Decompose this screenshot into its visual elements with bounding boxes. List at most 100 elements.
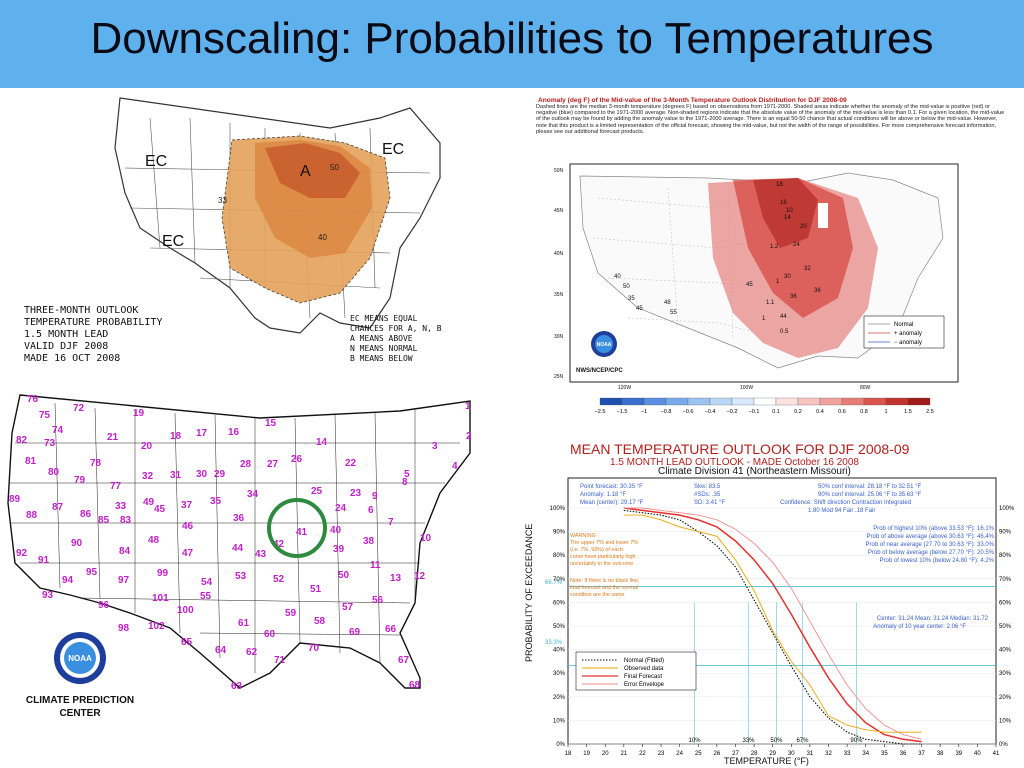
ec-label-2: EC	[162, 233, 184, 250]
legend-final: Final Forecast	[624, 674, 662, 680]
above-label: A	[300, 163, 311, 180]
x-tick: 18	[565, 751, 572, 757]
anomaly-contour-label: 16	[780, 200, 787, 206]
division-35: 35	[210, 496, 222, 507]
colorbar-tick: 2.5	[926, 409, 934, 415]
anomaly-title: Anomaly (deg F) of the Mid-value of the …	[538, 97, 847, 104]
division-28: 28	[240, 459, 252, 470]
division-41: 41	[296, 527, 308, 538]
anomaly-map: Anomaly (deg F) of the Mid-value of the …	[518, 88, 1024, 420]
colorbar-swatch	[665, 397, 689, 406]
anomaly-credit: NWS/NCEP/CPC	[576, 368, 623, 374]
division-38: 38	[363, 536, 375, 547]
prob-above: Prob of above average (above 30.63 °F): …	[867, 534, 995, 540]
prob-lowest: Prob of lowest 10% (below 24.80 °F): 4.2…	[880, 558, 995, 564]
division-91: 91	[38, 555, 50, 566]
division-74: 74	[52, 425, 64, 436]
colorbar-tick: −0.2	[727, 409, 738, 415]
anomaly-contour-label: 30	[784, 274, 791, 280]
anomaly-contour-label: 45	[746, 282, 753, 288]
stat-anomaly: Anomaly: 1.18 °F	[580, 492, 626, 498]
side-mark-33: 33.3%	[545, 640, 563, 646]
division-56: 56	[372, 595, 384, 606]
prob-legend-line-2: TEMPERATURE PROBABILITY	[24, 317, 162, 328]
y-tick-left: 80%	[553, 553, 566, 559]
stat-conf90: 90% conf interval: 25.06 °F to 35.63 °F	[818, 492, 922, 498]
legend-negative: − anomaly	[894, 340, 922, 346]
center-anomaly: Anomaly of 10 year center: 2.06 °F	[873, 624, 966, 630]
division-37: 37	[181, 500, 193, 511]
anomaly-contour-label: 1.2	[770, 244, 779, 250]
ec-label-3: EC	[382, 141, 404, 158]
division-26: 26	[291, 454, 303, 465]
y-tick-left: 30%	[553, 671, 566, 677]
anomaly-contour-label: 1	[776, 279, 780, 285]
division-70: 70	[308, 643, 320, 654]
x-tick: 23	[658, 751, 665, 757]
y-tick-right: 60%	[999, 600, 1012, 606]
division-29: 29	[214, 469, 226, 480]
division-24: 24	[335, 503, 347, 514]
division-55: 55	[200, 591, 212, 602]
division-46: 46	[182, 521, 194, 532]
exceedance-chart: MEAN TEMPERATURE OUTLOOK FOR DJF 2008-09…	[518, 432, 1024, 768]
anomaly-contour-label: 48	[664, 300, 671, 306]
plot-area	[567, 477, 997, 745]
division-98: 98	[118, 623, 130, 634]
y-tick-left: 0%	[556, 742, 565, 748]
division-47: 47	[182, 548, 194, 559]
y-tick-left: 60%	[553, 600, 566, 606]
x-tick: 41	[993, 751, 1000, 757]
cpc-credit-line-1: CLIMATE PREDICTION	[26, 695, 134, 706]
division-93: 93	[42, 590, 54, 601]
x-tick: 22	[639, 751, 646, 757]
x-tick: 31	[807, 751, 814, 757]
note-line-1: Note: If there is no black line,	[570, 578, 640, 584]
slide-title: Downscaling: Probabilities to Temperatur…	[90, 14, 934, 63]
anomaly-legend-box: Normal + anomaly − anomaly	[863, 315, 945, 349]
division-42: 42	[273, 539, 285, 550]
warning-line-1: WARNING	[570, 533, 596, 539]
division-92: 92	[16, 548, 28, 559]
anomaly-contour-label: 36	[790, 294, 797, 300]
division-27: 27	[267, 459, 279, 470]
contour-50: 50	[330, 163, 339, 172]
division-80: 80	[48, 467, 60, 478]
division-72: 72	[73, 403, 85, 414]
division-15: 15	[265, 418, 277, 429]
x-tick: 35	[881, 751, 888, 757]
division-8: 8	[402, 477, 408, 488]
x-tick: 36	[900, 751, 907, 757]
key-line-4: N MEANS NORMAL	[350, 344, 418, 353]
division-100: 100	[177, 605, 194, 616]
series-observed-data	[623, 514, 922, 733]
note-line-2: final forecast and the normal	[570, 585, 638, 591]
division-62: 62	[246, 647, 258, 658]
division-84: 84	[119, 546, 131, 557]
division-82: 82	[16, 435, 28, 446]
colorbar-swatch	[621, 397, 645, 406]
anomaly-contour-label: 32	[804, 266, 811, 272]
anomaly-contour-label: 45	[636, 306, 643, 312]
division-52: 52	[273, 574, 285, 585]
colorbar-swatch	[863, 397, 887, 406]
stat-sds: #SDs: .35	[694, 492, 721, 498]
key-line-3: A MEANS ABOVE	[350, 334, 413, 343]
division-1: 1	[465, 401, 471, 412]
division-53: 53	[235, 571, 247, 582]
lat-label-35n: 35N	[554, 292, 564, 298]
contour-33: 33	[218, 196, 227, 205]
stat-skw: Skw: 83.5	[694, 484, 721, 490]
ec-label-1: EC	[145, 153, 167, 170]
colorbar-swatch	[731, 397, 755, 406]
colorbar-tick: −2.5	[595, 409, 606, 415]
colorbar-tick: 1	[884, 409, 887, 415]
division-21: 21	[107, 432, 119, 443]
x-tick: 21	[620, 751, 627, 757]
colorbar-swatch	[599, 397, 623, 406]
colorbar-tick: 1.5	[904, 409, 912, 415]
percentile-marker: 33%	[742, 738, 755, 744]
exceedance-legend: Normal (Fitted) Observed data Final Fore…	[575, 651, 697, 691]
division-11: 11	[370, 560, 381, 571]
division-66: 66	[385, 624, 397, 635]
